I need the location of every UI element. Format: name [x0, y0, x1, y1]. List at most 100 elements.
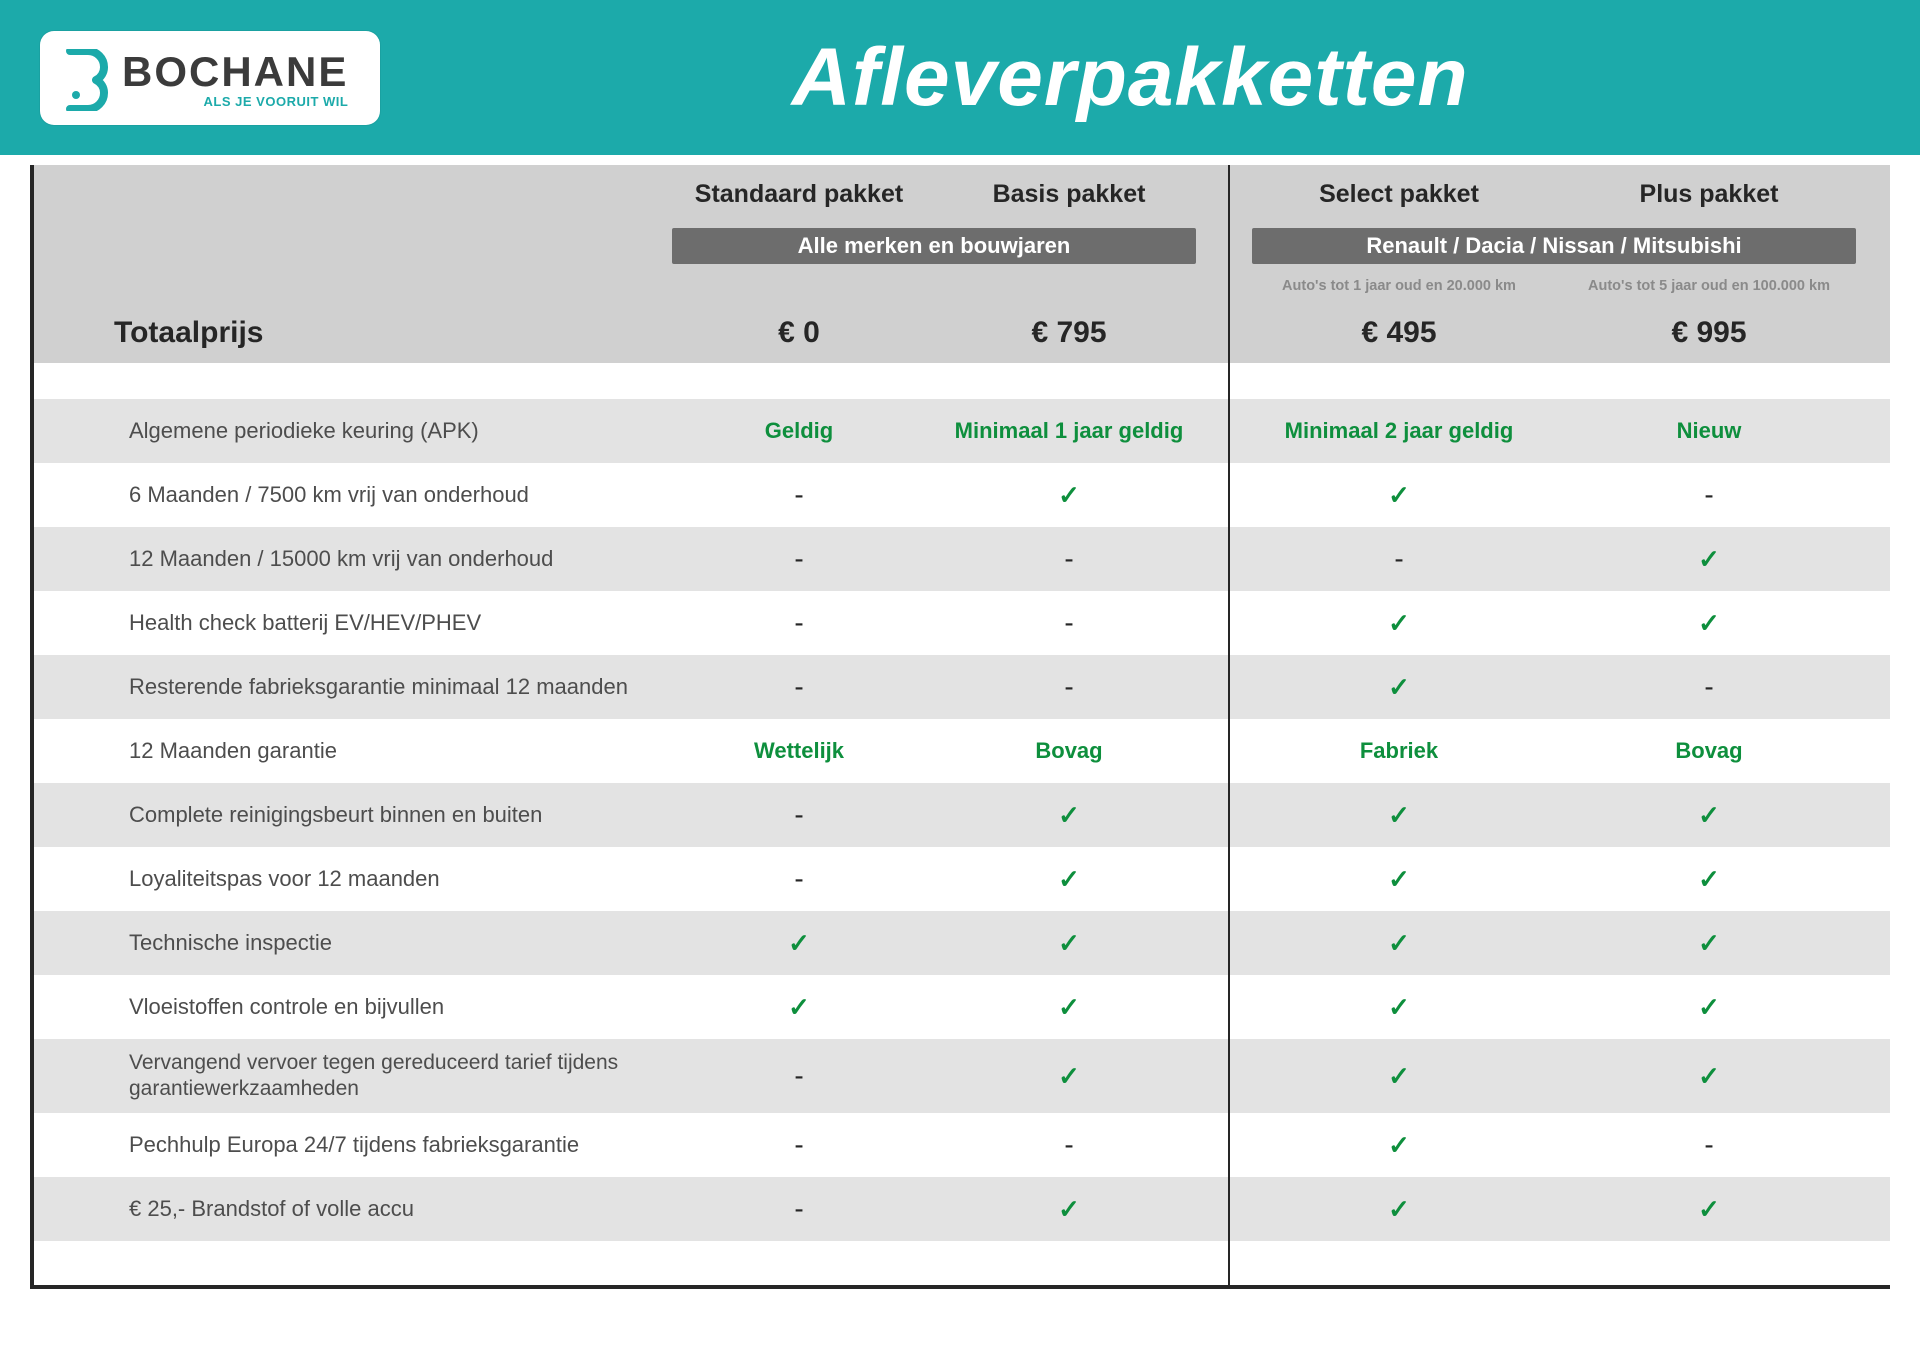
- feature-cell: ✓: [1244, 928, 1554, 959]
- feature-cell: ✓: [1244, 864, 1554, 895]
- feature-row: Health check batterij EV/HEV/PHEV--✓✓: [34, 591, 1890, 655]
- feature-cell: ✓: [1554, 544, 1864, 575]
- feature-cell: -: [664, 543, 934, 575]
- feature-cell: -: [934, 1129, 1204, 1161]
- spacer-row: [34, 363, 1890, 399]
- feature-cell: -: [1554, 479, 1864, 511]
- feature-label: Health check batterij EV/HEV/PHEV: [34, 609, 664, 637]
- page: BOCHANE ALS JE VOORUIT WIL Afleverpakket…: [0, 0, 1920, 1359]
- feature-cell: ✓: [1244, 480, 1554, 511]
- feature-label: Complete reinigingsbeurt binnen en buite…: [34, 801, 664, 829]
- subnote-plus: Auto's tot 5 jaar oud en 100.000 km: [1554, 278, 1864, 294]
- feature-cell: -: [664, 1060, 934, 1092]
- feature-cell: ✓: [1244, 1194, 1554, 1225]
- feature-row: 12 Maanden / 15000 km vrij van onderhoud…: [34, 527, 1890, 591]
- feature-cell: Nieuw: [1554, 418, 1864, 444]
- feature-cell: -: [934, 671, 1204, 703]
- feature-cell: -: [664, 799, 934, 831]
- feature-cell: ✓: [1244, 1061, 1554, 1092]
- totalprice-label: Totaalprijs: [34, 316, 664, 350]
- feature-cell: -: [1244, 543, 1554, 575]
- feature-row: 12 Maanden garantieWettelijkBovagFabriek…: [34, 719, 1890, 783]
- feature-cell: ✓: [1244, 608, 1554, 639]
- feature-cell: -: [664, 863, 934, 895]
- subnote-select: Auto's tot 1 jaar oud en 20.000 km: [1244, 278, 1554, 294]
- feature-label: Vervangend vervoer tegen gereduceerd tar…: [34, 1050, 664, 1103]
- feature-cell: ✓: [1244, 992, 1554, 1023]
- brand-text: BOCHANE ALS JE VOORUIT WIL: [122, 51, 348, 108]
- feature-cell: ✓: [1554, 864, 1864, 895]
- column-group-divider: [1228, 165, 1230, 1285]
- feature-cell: ✓: [1554, 608, 1864, 639]
- feature-cell: ✓: [934, 928, 1204, 959]
- feature-cell: Minimaal 2 jaar geldig: [1244, 418, 1554, 444]
- feature-cell: ✓: [1244, 672, 1554, 703]
- feature-cell: ✓: [1244, 1130, 1554, 1161]
- bottom-spacer: [34, 1241, 1890, 1285]
- feature-label: Technische inspectie: [34, 929, 664, 957]
- feature-cell: -: [1554, 1129, 1864, 1161]
- feature-row: Resterende fabrieksgarantie minimaal 12 …: [34, 655, 1890, 719]
- group-label-renault: Renault / Dacia / Nissan / Mitsubishi: [1252, 228, 1856, 264]
- brand-tagline: ALS JE VOORUIT WIL: [204, 95, 349, 108]
- comparison-table: Standaard pakket Basis pakket Select pak…: [30, 165, 1890, 1289]
- feature-label: € 25,- Brandstof of volle accu: [34, 1195, 664, 1223]
- feature-cell: -: [664, 1193, 934, 1225]
- feature-row: Algemene periodieke keuring (APK)GeldigM…: [34, 399, 1890, 463]
- feature-cell: ✓: [664, 992, 934, 1023]
- feature-label: Pechhulp Europa 24/7 tijdens fabrieksgar…: [34, 1131, 664, 1159]
- feature-cell: -: [1554, 671, 1864, 703]
- feature-cell: ✓: [934, 1194, 1204, 1225]
- feature-label: 6 Maanden / 7500 km vrij van onderhoud: [34, 481, 664, 509]
- feature-row: Technische inspectie✓✓✓✓: [34, 911, 1890, 975]
- feature-cell: ✓: [1554, 1061, 1864, 1092]
- feature-cell: -: [664, 671, 934, 703]
- col-title-select: Select pakket: [1244, 180, 1554, 209]
- col-title-standaard: Standaard pakket: [664, 180, 934, 209]
- feature-row: Pechhulp Europa 24/7 tijdens fabrieksgar…: [34, 1113, 1890, 1177]
- page-title: Afleverpakketten: [380, 31, 1880, 125]
- price-standaard: € 0: [664, 316, 934, 350]
- col-title-plus: Plus pakket: [1554, 180, 1864, 209]
- feature-cell: ✓: [1554, 928, 1864, 959]
- feature-cell: -: [934, 543, 1204, 575]
- table-header: Standaard pakket Basis pakket Select pak…: [34, 165, 1890, 363]
- feature-label: Algemene periodieke keuring (APK): [34, 417, 664, 445]
- feature-label: Loyaliteitspas voor 12 maanden: [34, 865, 664, 893]
- brand-logo: BOCHANE ALS JE VOORUIT WIL: [40, 31, 380, 125]
- group-label-all-brands: Alle merken en bouwjaren: [672, 228, 1196, 264]
- price-plus: € 995: [1554, 316, 1864, 350]
- feature-row: Loyaliteitspas voor 12 maanden-✓✓✓: [34, 847, 1890, 911]
- feature-label: 12 Maanden garantie: [34, 737, 664, 765]
- brand-name: BOCHANE: [122, 51, 348, 93]
- price-basis: € 795: [934, 316, 1204, 350]
- feature-cell: ✓: [934, 800, 1204, 831]
- feature-cell: ✓: [934, 480, 1204, 511]
- feature-cell: ✓: [664, 928, 934, 959]
- feature-label: 12 Maanden / 15000 km vrij van onderhoud: [34, 545, 664, 573]
- feature-cell: ✓: [934, 992, 1204, 1023]
- feature-cell: Bovag: [1554, 738, 1864, 764]
- feature-row: 6 Maanden / 7500 km vrij van onderhoud-✓…: [34, 463, 1890, 527]
- feature-row: € 25,- Brandstof of volle accu-✓✓✓: [34, 1177, 1890, 1241]
- feature-cell: Fabriek: [1244, 738, 1554, 764]
- feature-row: Vloeistoffen controle en bijvullen✓✓✓✓: [34, 975, 1890, 1039]
- feature-cell: Minimaal 1 jaar geldig: [934, 418, 1204, 444]
- feature-cell: -: [664, 607, 934, 639]
- feature-cell: -: [664, 479, 934, 511]
- feature-row: Complete reinigingsbeurt binnen en buite…: [34, 783, 1890, 847]
- feature-label: Resterende fabrieksgarantie minimaal 12 …: [34, 673, 664, 701]
- brand-mark-icon: [62, 49, 108, 111]
- feature-label: Vloeistoffen controle en bijvullen: [34, 993, 664, 1021]
- feature-cell: ✓: [934, 1061, 1204, 1092]
- col-title-basis: Basis pakket: [934, 180, 1204, 209]
- price-select: € 495: [1244, 316, 1554, 350]
- feature-row: Vervangend vervoer tegen gereduceerd tar…: [34, 1039, 1890, 1113]
- feature-cell: ✓: [1554, 1194, 1864, 1225]
- feature-cell: Geldig: [664, 418, 934, 444]
- page-header: BOCHANE ALS JE VOORUIT WIL Afleverpakket…: [0, 0, 1920, 155]
- feature-cell: ✓: [1244, 800, 1554, 831]
- feature-cell: Bovag: [934, 738, 1204, 764]
- feature-cell: ✓: [1554, 800, 1864, 831]
- feature-cell: ✓: [1554, 992, 1864, 1023]
